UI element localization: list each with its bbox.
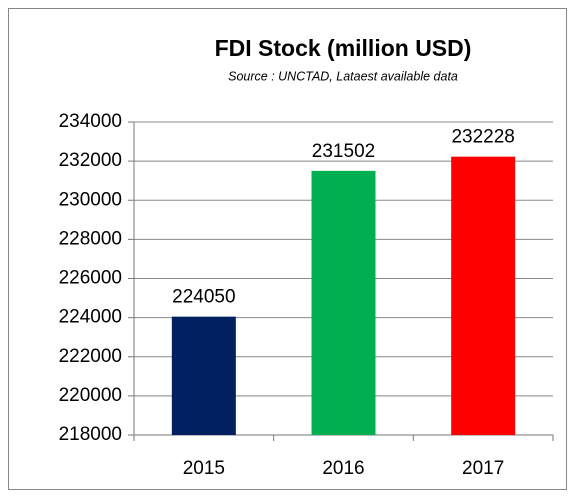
bar	[311, 170, 376, 435]
y-tick-label: 228000	[59, 228, 122, 249]
y-tick-label: 218000	[59, 424, 122, 445]
x-tick-label: 2015	[183, 458, 225, 479]
y-tick-label: 232000	[59, 150, 122, 171]
bar	[451, 156, 516, 436]
data-label: 232228	[451, 127, 514, 148]
chart-subtitle: Source : UNCTAD, Lataest available data	[228, 69, 458, 83]
y-tick-label: 234000	[59, 111, 122, 132]
y-tick-label: 230000	[59, 189, 122, 210]
y-tick-label: 222000	[59, 346, 122, 367]
data-label: 231502	[312, 141, 375, 162]
x-tick-label: 2016	[322, 458, 364, 479]
y-tick-label: 224000	[59, 307, 122, 328]
y-tick-label: 226000	[59, 268, 122, 289]
x-tick-label: 2017	[462, 458, 504, 479]
bar	[171, 316, 236, 435]
chart-title: FDI Stock (million USD)	[215, 35, 472, 61]
y-tick-label: 220000	[59, 385, 122, 406]
data-label: 224050	[172, 287, 235, 308]
